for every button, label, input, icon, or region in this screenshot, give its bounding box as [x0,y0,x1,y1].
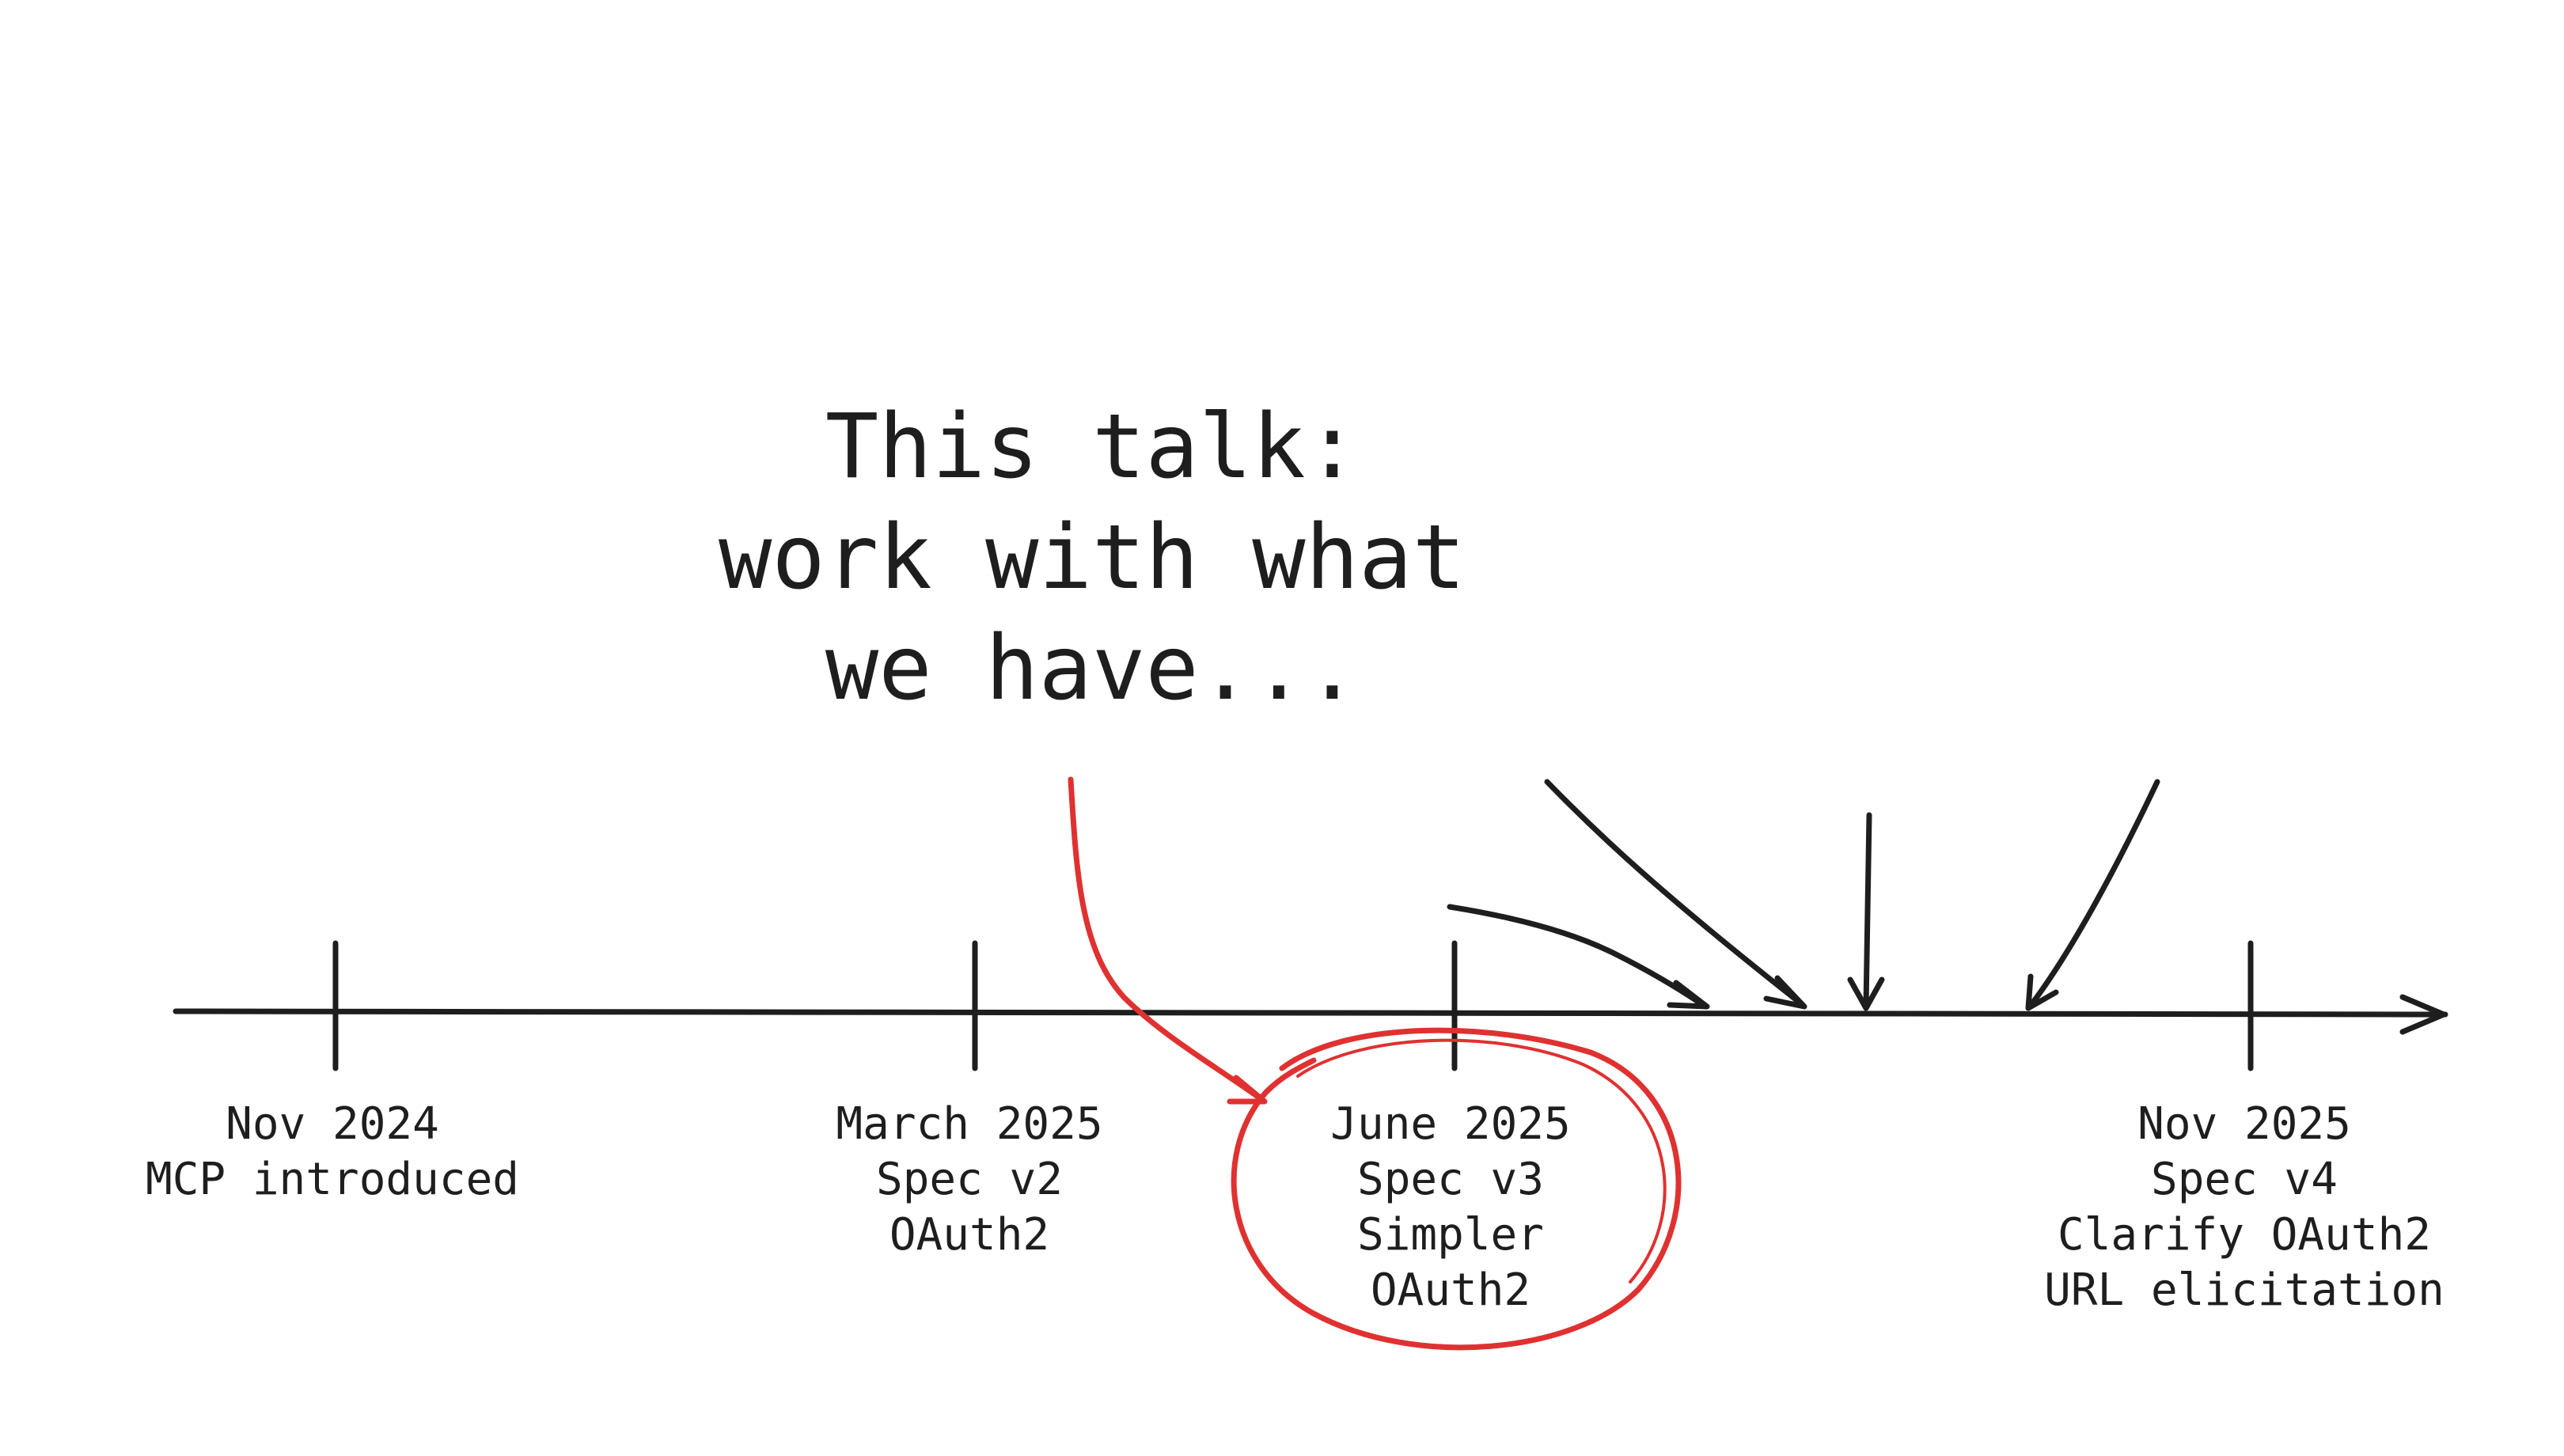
milestone-june-2025: June 2025 Spec v3 Simpler OAuth2 [1174,1097,1728,1318]
callout-text: This talk: work with what we have... [657,392,1527,724]
callout-line: This talk: [825,396,1360,499]
arrow-future-1 [1447,904,1709,1010]
arrow-down-icon [1847,976,1885,1011]
milestone-detail: Spec v4 [2150,1154,2338,1205]
callout-line: work with what [718,506,1466,609]
callout-line: we have... [825,617,1360,720]
milestone-date: Nov 2024 [226,1098,439,1150]
arrow-down-icon [1763,975,1807,1010]
milestone-detail: OAuth2 [889,1209,1050,1261]
milestone-date: June 2025 [1330,1098,1571,1150]
highlight-circle [1296,1038,1667,1283]
milestone-detail: OAuth2 [1370,1265,1531,1316]
timeline-axis [173,1008,2448,1018]
milestone-detail: Spec v2 [875,1154,1063,1205]
milestone-detail: Clarify OAuth2 [2057,1209,2431,1261]
milestone-detail: Simpler [1356,1209,1544,1261]
milestone-detail: Spec v3 [1356,1154,1544,1205]
milestone-detail: MCP introduced [145,1154,519,1205]
milestone-nov-2024: Nov 2024 MCP introduced [55,1097,609,1208]
arrow-down-icon [1667,980,1710,1010]
curved-arrow-icon [1068,776,1265,1103]
curved-arrow-icon [1227,1075,1268,1105]
milestone-detail: URL elicitation [2044,1265,2445,1316]
arrow-down-icon [2025,973,2059,1011]
arrow-right-icon [2399,994,2447,1035]
arrow-future-3 [1863,812,1872,1010]
highlight-circle [1231,1027,1682,1351]
milestone-march-2025: March 2025 Spec v2 OAuth2 [692,1097,1246,1263]
milestone-nov-2025: Nov 2025 Spec v4 Clarify OAuth2 URL elic… [1967,1097,2521,1318]
milestone-date: Nov 2025 [2137,1098,2351,1150]
arrow-future-2 [1544,779,1806,1008]
milestone-date: March 2025 [836,1098,1103,1150]
arrow-future-4 [2027,779,2160,1010]
